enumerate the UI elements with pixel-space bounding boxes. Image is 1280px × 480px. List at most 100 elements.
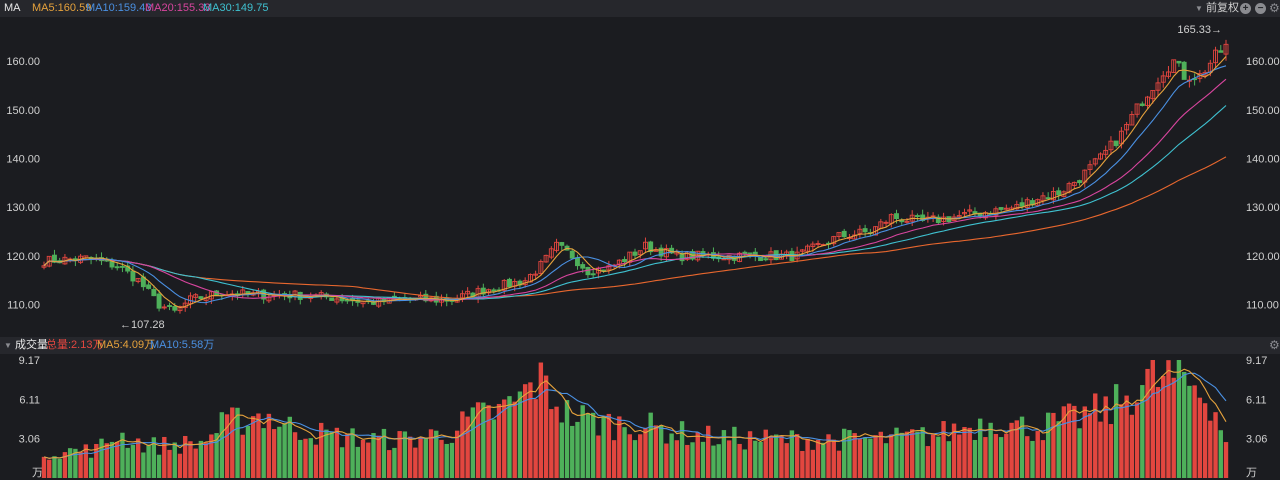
volume-bar — [1134, 402, 1140, 478]
volume-bar — [47, 459, 52, 478]
candle-body — [831, 236, 837, 245]
vol-tick-label-right: 9.17 — [1246, 355, 1267, 367]
volume-bar — [1004, 433, 1009, 478]
volume-bar — [193, 448, 198, 478]
volume-bar — [1072, 405, 1077, 478]
candle-body — [1124, 124, 1130, 131]
indicator-label[interactable]: MA — [4, 2, 21, 14]
volume-bar — [920, 427, 925, 478]
volume-bar — [810, 449, 816, 478]
candle-body — [1139, 103, 1145, 106]
candle-body — [648, 241, 654, 253]
candle-body — [1166, 71, 1171, 77]
candle-body — [1045, 197, 1051, 200]
volume-bar — [648, 412, 653, 478]
volume-bar — [800, 450, 805, 478]
volume-bar — [805, 438, 810, 478]
chevron-down-icon[interactable]: ▼ — [4, 341, 12, 350]
volume-chart[interactable]: 3.06 3.06 6.11 6.11 9.17 9.17 万 万 — [0, 354, 1280, 480]
volume-bar — [470, 407, 476, 478]
candle-body — [501, 279, 507, 291]
volume-ma10: MA10:5.58万 — [150, 339, 215, 351]
volume-bar — [1009, 422, 1014, 478]
candle-body — [904, 220, 910, 223]
price-chart[interactable]: 110.00 110.00 120.00 120.00 130.00 130.00 140.… — [0, 17, 1280, 337]
candle-body — [1050, 190, 1056, 201]
y-tick-label-right: 120.00 — [1246, 251, 1280, 263]
volume-bar — [73, 448, 78, 478]
volume-bar — [1140, 385, 1145, 478]
volume-bar — [318, 422, 324, 478]
volume-bar — [512, 401, 517, 478]
volume-bar — [977, 418, 983, 478]
gear-icon[interactable]: ⚙ — [1269, 1, 1280, 15]
candle-body — [486, 289, 492, 294]
candle-body — [883, 221, 889, 224]
volume-bar — [538, 362, 544, 478]
volume-bar — [366, 442, 371, 478]
adjust-dropdown[interactable]: ▼ 前复权 — [1195, 0, 1239, 17]
y-tick-label-right: 150.00 — [1246, 105, 1280, 117]
volume-bar — [491, 419, 496, 478]
candle-body — [1092, 158, 1098, 165]
volume-bar — [617, 416, 622, 478]
volume-bar — [957, 434, 962, 478]
candle-body — [156, 293, 162, 309]
volume-bar — [41, 456, 47, 478]
volume-bar — [99, 438, 104, 478]
price-panel-header: MA MA5:160.59 MA10:159.43 MA20:155.33 MA… — [0, 0, 1280, 17]
volume-bar — [972, 439, 978, 478]
volume-bar — [669, 433, 674, 478]
volume-bar — [1040, 440, 1046, 478]
candle-body — [1181, 61, 1187, 80]
volume-bar — [1171, 377, 1176, 478]
minus-icon[interactable]: − — [1255, 3, 1266, 14]
gear-icon[interactable]: ⚙ — [1269, 338, 1280, 352]
volume-bar — [350, 428, 355, 478]
volume-bar — [831, 439, 836, 478]
volume-bar — [690, 442, 695, 478]
adjust-label: 前复权 — [1205, 2, 1239, 14]
candle-body — [1071, 181, 1077, 186]
candle-body — [1056, 190, 1062, 196]
candle-body — [637, 250, 643, 256]
candle-body — [758, 257, 763, 262]
candle-body — [1145, 96, 1150, 106]
candle-body — [1129, 114, 1135, 126]
volume-bar — [282, 423, 287, 478]
volume-bar — [1093, 393, 1098, 478]
volume-bar — [1155, 386, 1161, 478]
volume-bar — [141, 452, 146, 478]
volume-bar — [601, 417, 606, 478]
volume-bar — [230, 407, 235, 478]
volume-bar — [700, 441, 706, 478]
plus-icon[interactable]: + — [1240, 3, 1251, 14]
volume-bar — [549, 409, 554, 478]
candle-body — [130, 270, 136, 282]
ma5-line — [43, 56, 1227, 309]
candle-body — [841, 230, 847, 238]
volume-bar — [747, 431, 753, 478]
volume-bar — [575, 421, 580, 478]
ma10-line — [43, 65, 1227, 304]
volume-bar — [1223, 442, 1229, 478]
volume-bar — [1098, 421, 1103, 478]
volume-bar — [287, 416, 293, 478]
volume-bar — [1030, 440, 1035, 478]
volume-bar — [533, 399, 538, 478]
volume-bar — [784, 443, 789, 478]
vol-tick-label-left: 9.17 — [19, 355, 40, 367]
volume-bar — [88, 457, 94, 478]
volume-bar — [753, 440, 758, 478]
volume-bar — [67, 448, 73, 478]
y-tick-label-left: 140.00 — [6, 154, 40, 166]
volume-bar — [758, 442, 763, 478]
volume-bar — [1077, 428, 1082, 478]
candle-body — [967, 209, 973, 212]
volume-bar — [951, 423, 957, 478]
volume-bar — [946, 441, 952, 478]
max-price-label: 165.33→ — [1177, 24, 1222, 36]
volume-bar — [962, 427, 967, 478]
vol-ma10-line — [43, 372, 1227, 459]
volume-bar — [528, 382, 533, 478]
